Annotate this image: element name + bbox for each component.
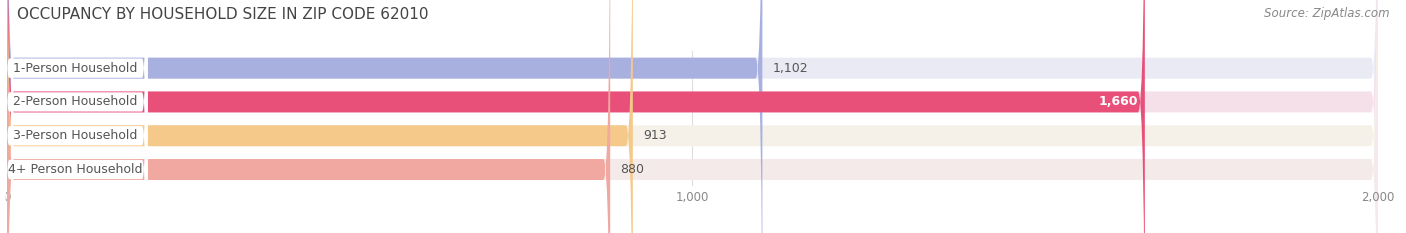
Text: 1,660: 1,660 [1098,96,1137,108]
FancyBboxPatch shape [7,0,1378,233]
FancyBboxPatch shape [4,0,148,233]
FancyBboxPatch shape [7,0,762,233]
FancyBboxPatch shape [7,0,633,233]
FancyBboxPatch shape [4,0,148,233]
FancyBboxPatch shape [4,0,148,233]
Text: 3-Person Household: 3-Person Household [14,129,138,142]
FancyBboxPatch shape [7,0,1378,233]
Text: OCCUPANCY BY HOUSEHOLD SIZE IN ZIP CODE 62010: OCCUPANCY BY HOUSEHOLD SIZE IN ZIP CODE … [17,7,429,22]
Text: 913: 913 [643,129,666,142]
Text: 1-Person Household: 1-Person Household [14,62,138,75]
Text: 1,102: 1,102 [773,62,808,75]
Text: 2-Person Household: 2-Person Household [14,96,138,108]
Text: Source: ZipAtlas.com: Source: ZipAtlas.com [1264,7,1389,20]
Text: 880: 880 [620,163,644,176]
FancyBboxPatch shape [7,0,610,233]
FancyBboxPatch shape [7,0,1378,233]
FancyBboxPatch shape [4,0,148,233]
FancyBboxPatch shape [7,0,1144,233]
Text: 4+ Person Household: 4+ Person Household [8,163,143,176]
FancyBboxPatch shape [7,0,1378,233]
